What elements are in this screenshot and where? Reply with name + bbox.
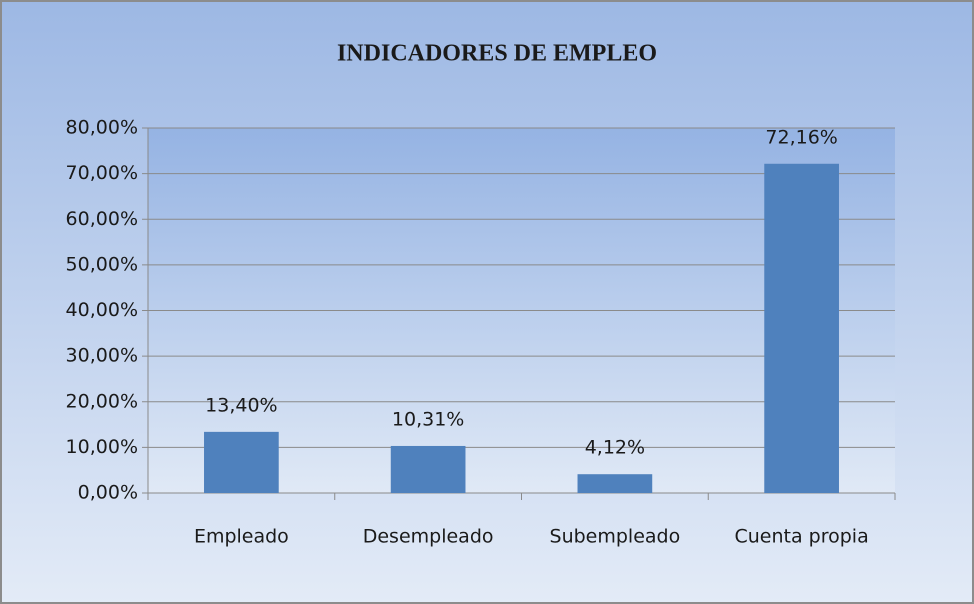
y-tick-label: 20,00% xyxy=(66,390,138,412)
y-tick-label: 70,00% xyxy=(66,162,138,184)
data-label: 72,16% xyxy=(765,126,837,148)
y-tick-label: 50,00% xyxy=(66,253,138,275)
bar xyxy=(390,445,466,493)
y-tick-label: 40,00% xyxy=(66,299,138,321)
y-tick-label: 80,00% xyxy=(66,117,138,139)
bar xyxy=(204,431,279,493)
data-label: 13,40% xyxy=(205,394,277,416)
bar xyxy=(577,474,653,493)
y-tick-label: 30,00% xyxy=(66,345,138,367)
x-tick-label: Cuenta propia xyxy=(735,526,869,548)
data-label: 10,31% xyxy=(392,408,464,430)
chart-title: INDICADORES DE EMPLEO xyxy=(337,41,657,67)
data-label: 4,12% xyxy=(585,437,645,459)
y-tick-label: 10,00% xyxy=(66,436,138,458)
y-tick-label: 60,00% xyxy=(66,208,138,230)
x-tick-label: Subempleado xyxy=(550,526,681,548)
x-tick-label: Empleado xyxy=(194,526,289,548)
x-tick-label: Desempleado xyxy=(363,526,494,548)
bar xyxy=(764,163,839,493)
y-tick-label: 0,00% xyxy=(78,482,138,504)
